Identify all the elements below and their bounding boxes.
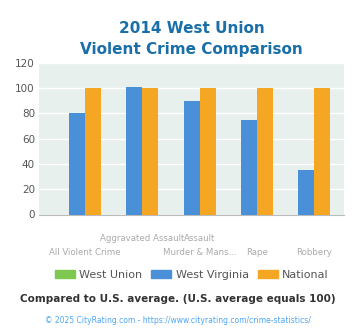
Bar (126, 87, 142, 214)
Text: All Violent Crime: All Violent Crime (49, 248, 121, 257)
Bar (85, 88, 101, 214)
Text: Compared to U.S. average. (U.S. average equals 100): Compared to U.S. average. (U.S. average … (20, 294, 335, 304)
Bar (298, 170, 315, 214)
Bar (241, 120, 257, 214)
Text: Rape: Rape (246, 248, 268, 257)
Legend: West Union, West Virginia, National: West Union, West Virginia, National (50, 266, 333, 284)
Bar (257, 88, 273, 214)
Bar (200, 88, 216, 214)
Text: Murder & Mans...: Murder & Mans... (163, 248, 236, 257)
Text: Assault: Assault (184, 234, 215, 243)
Bar (315, 88, 331, 214)
Text: © 2025 CityRating.com - https://www.cityrating.com/crime-statistics/: © 2025 CityRating.com - https://www.city… (45, 316, 310, 325)
Bar (69, 113, 85, 214)
Bar (142, 88, 158, 214)
Title: 2014 West Union
Violent Crime Comparison: 2014 West Union Violent Crime Comparison (80, 21, 303, 57)
Bar (184, 101, 200, 214)
Text: Robbery: Robbery (296, 248, 332, 257)
Text: Aggravated Assault: Aggravated Assault (100, 234, 185, 243)
